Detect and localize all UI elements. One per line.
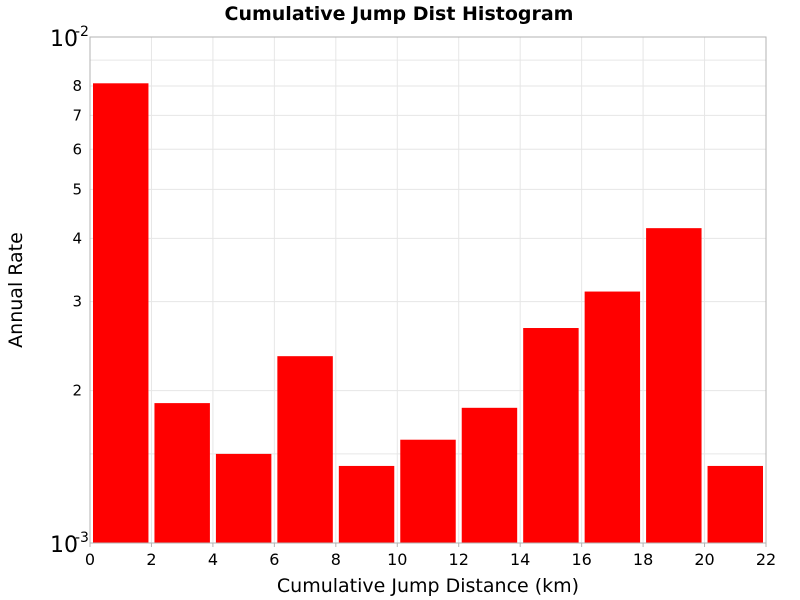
y-axis-label: Annual Rate	[5, 232, 27, 348]
y-tick-label: 7	[72, 106, 82, 124]
y-major-base: 10	[50, 533, 78, 558]
bar-4	[277, 356, 333, 543]
bar-9	[584, 291, 641, 543]
y-tick-label: 2	[72, 382, 82, 400]
y-tick-label: 3	[72, 293, 82, 311]
x-tick-label: 22	[756, 550, 776, 569]
x-tick-label: 18	[633, 550, 653, 569]
plot-frame	[89, 36, 767, 544]
x-tick-label: 8	[331, 550, 341, 569]
y-major-exponent: -3	[75, 530, 89, 546]
y-major-tick-label: 10-3	[50, 530, 89, 558]
x-axis-ticks: 0 2 4 6 8 10 12 14 16 18 20 22	[85, 543, 776, 569]
y-major-exponent: -2	[75, 24, 89, 40]
x-tick-label: 20	[694, 550, 714, 569]
x-tick-label: 14	[510, 550, 530, 569]
bar-6	[400, 439, 456, 543]
y-major-base: 10	[50, 27, 78, 52]
x-tick-label: 0	[85, 550, 95, 569]
x-tick-label: 12	[449, 550, 469, 569]
y-tick-label: 6	[72, 140, 82, 158]
x-tick-label: 16	[571, 550, 591, 569]
y-tick-label: 8	[72, 77, 82, 95]
x-tick-label: 2	[146, 550, 156, 569]
bar-3	[215, 453, 272, 543]
x-tick-label: 4	[208, 550, 218, 569]
bar-8	[523, 328, 579, 543]
y-major-tick-label: 10-2	[50, 24, 89, 52]
bar-2	[154, 403, 210, 543]
bar-10	[646, 228, 702, 543]
bar-1	[93, 83, 149, 543]
bar-5	[338, 465, 395, 543]
y-tick-label: 4	[72, 229, 82, 247]
chart-title: Cumulative Jump Dist Histogram	[225, 3, 574, 25]
bar-7	[461, 407, 518, 543]
y-tick-label: 5	[72, 180, 82, 198]
x-axis-label: Cumulative Jump Distance (km)	[277, 575, 579, 597]
bars	[93, 83, 763, 543]
x-tick-label: 6	[269, 550, 279, 569]
bar-11	[707, 465, 763, 543]
x-tick-label: 10	[387, 550, 407, 569]
